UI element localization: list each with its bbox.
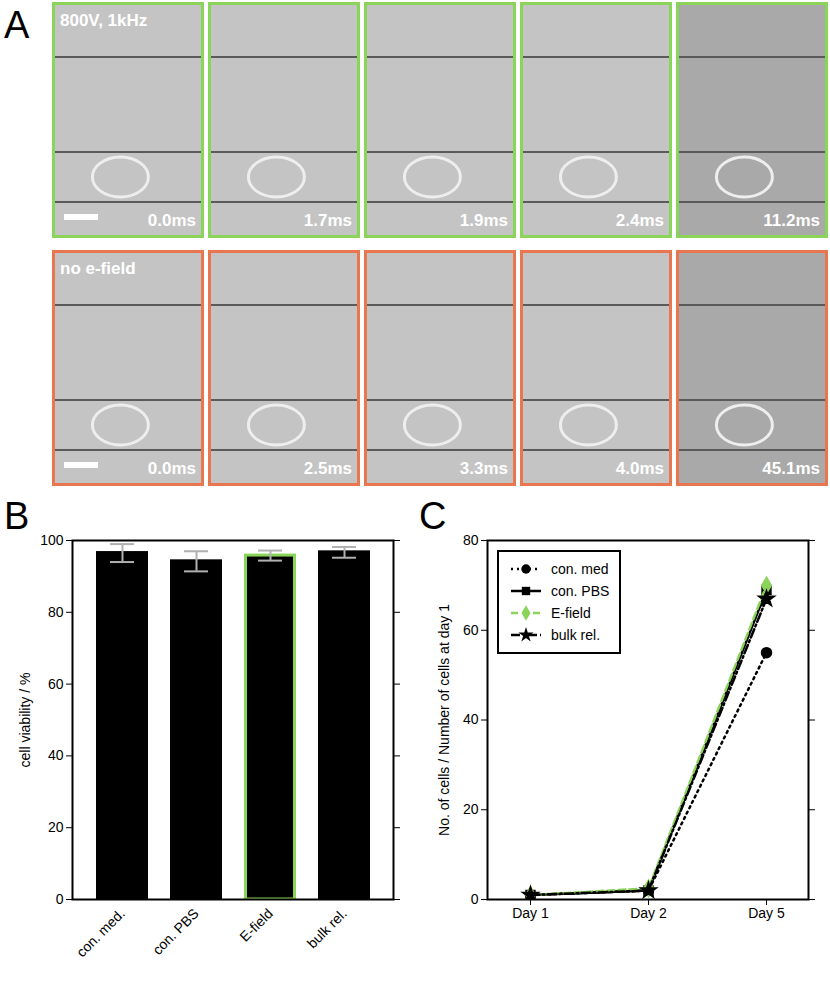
svg-text:0: 0 bbox=[56, 891, 64, 907]
svg-text:Day 5: Day 5 bbox=[748, 905, 785, 921]
svg-text:20: 20 bbox=[48, 819, 64, 835]
svg-text:60: 60 bbox=[48, 676, 64, 692]
svg-text:11.2ms: 11.2ms bbox=[763, 211, 820, 230]
svg-text:No. of cells / Number of cells: No. of cells / Number of cells at day 1 bbox=[436, 604, 452, 836]
svg-text:con. PBS: con. PBS bbox=[149, 905, 202, 958]
svg-text:100: 100 bbox=[40, 532, 64, 548]
svg-text:cell viability / %: cell viability / % bbox=[17, 673, 33, 768]
svg-text:800V, 1kHz: 800V, 1kHz bbox=[60, 11, 147, 30]
svg-text:0.0ms: 0.0ms bbox=[148, 211, 196, 230]
svg-text:40: 40 bbox=[463, 711, 479, 727]
svg-text:40: 40 bbox=[48, 747, 64, 763]
svg-text:E-field: E-field bbox=[236, 905, 275, 944]
svg-text:2.5ms: 2.5ms bbox=[304, 459, 352, 478]
svg-text:0.0ms: 0.0ms bbox=[148, 459, 196, 478]
svg-text:con. med.: con. med. bbox=[73, 905, 128, 960]
svg-text:80: 80 bbox=[48, 604, 64, 620]
html-text:C: C bbox=[419, 495, 447, 537]
svg-text:4.0ms: 4.0ms bbox=[616, 459, 664, 478]
html-text:con. PBS: con. PBS bbox=[551, 583, 610, 599]
html-text:A: A bbox=[4, 4, 30, 46]
svg-text:80: 80 bbox=[463, 532, 479, 548]
svg-text:1.9ms: 1.9ms bbox=[460, 211, 508, 230]
svg-text:bulk rel.: bulk rel. bbox=[304, 905, 350, 951]
svg-text:0: 0 bbox=[471, 891, 479, 907]
svg-text:2.4ms: 2.4ms bbox=[616, 211, 664, 230]
svg-text:no e-field: no e-field bbox=[60, 259, 136, 278]
svg-text:20: 20 bbox=[463, 801, 479, 817]
html-text:bulk rel.: bulk rel. bbox=[551, 627, 600, 643]
svg-text:45.1ms: 45.1ms bbox=[762, 459, 820, 478]
html-text:con. med: con. med bbox=[551, 561, 609, 577]
svg-text:3.3ms: 3.3ms bbox=[460, 459, 508, 478]
svg-text:Day 2: Day 2 bbox=[630, 905, 667, 921]
svg-text:1.7ms: 1.7ms bbox=[304, 211, 352, 230]
html-text:E-field: E-field bbox=[551, 605, 591, 621]
svg-text:Day 1: Day 1 bbox=[512, 905, 549, 921]
html-text:B: B bbox=[4, 495, 30, 537]
svg-text:60: 60 bbox=[463, 622, 479, 638]
